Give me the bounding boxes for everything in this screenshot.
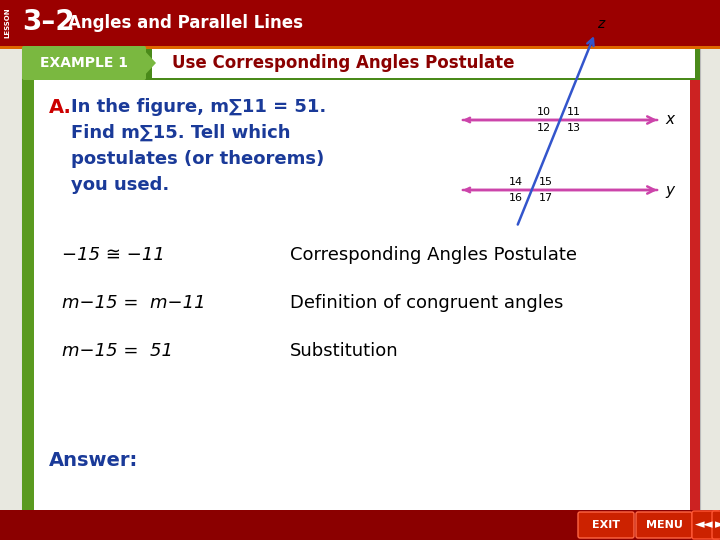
Text: Corresponding Angles Postulate: Corresponding Angles Postulate bbox=[290, 246, 577, 264]
FancyBboxPatch shape bbox=[22, 46, 700, 80]
FancyBboxPatch shape bbox=[152, 48, 695, 78]
Text: −15 ≅ −11: −15 ≅ −11 bbox=[62, 246, 165, 264]
Bar bbox=[22, 46, 34, 512]
Text: z: z bbox=[597, 17, 604, 31]
FancyBboxPatch shape bbox=[694, 512, 720, 538]
FancyBboxPatch shape bbox=[692, 511, 720, 539]
Text: EXIT: EXIT bbox=[592, 520, 620, 530]
Text: Find m∑15. Tell which: Find m∑15. Tell which bbox=[71, 124, 290, 142]
Text: A.: A. bbox=[49, 98, 72, 117]
Text: y: y bbox=[665, 183, 674, 198]
Text: Substitution: Substitution bbox=[290, 342, 399, 360]
Text: 15: 15 bbox=[539, 177, 553, 187]
Bar bbox=[0, 46, 720, 49]
Text: you used.: you used. bbox=[71, 176, 169, 194]
Text: m−15 =  51: m−15 = 51 bbox=[62, 342, 173, 360]
Text: 16: 16 bbox=[509, 193, 523, 203]
Text: EXAMPLE 1: EXAMPLE 1 bbox=[40, 56, 128, 70]
Text: postulates (or theorems): postulates (or theorems) bbox=[71, 150, 324, 168]
FancyBboxPatch shape bbox=[578, 512, 634, 538]
Text: x: x bbox=[665, 112, 674, 127]
Text: ◄: ◄ bbox=[696, 518, 705, 531]
Text: 17: 17 bbox=[539, 193, 553, 203]
Text: ►: ► bbox=[715, 518, 720, 531]
Text: Angles and Parallel Lines: Angles and Parallel Lines bbox=[68, 14, 303, 32]
Bar bbox=[0, 510, 720, 540]
Text: Definition of congruent angles: Definition of congruent angles bbox=[290, 294, 563, 312]
Text: 10: 10 bbox=[537, 107, 551, 117]
FancyBboxPatch shape bbox=[22, 46, 146, 80]
Text: 11: 11 bbox=[567, 107, 581, 117]
Text: Use Corresponding Angles Postulate: Use Corresponding Angles Postulate bbox=[172, 54, 515, 72]
Text: LESSON: LESSON bbox=[4, 8, 10, 38]
FancyBboxPatch shape bbox=[712, 511, 720, 539]
Text: 13: 13 bbox=[567, 123, 581, 133]
Text: MENU: MENU bbox=[646, 520, 683, 530]
Bar bbox=[690, 46, 700, 512]
Polygon shape bbox=[24, 48, 156, 78]
FancyBboxPatch shape bbox=[636, 512, 692, 538]
Text: Answer:: Answer: bbox=[49, 450, 138, 469]
Text: m−15 =  m−11: m−15 = m−11 bbox=[62, 294, 206, 312]
Text: In the figure, m∑11 = 51.: In the figure, m∑11 = 51. bbox=[71, 98, 326, 116]
Text: 14: 14 bbox=[508, 177, 523, 187]
Text: 3–2: 3–2 bbox=[22, 8, 75, 36]
Text: 12: 12 bbox=[537, 123, 551, 133]
Text: ◄: ◄ bbox=[703, 518, 713, 531]
Bar bbox=[0, 0, 720, 46]
Bar bbox=[22, 46, 700, 512]
